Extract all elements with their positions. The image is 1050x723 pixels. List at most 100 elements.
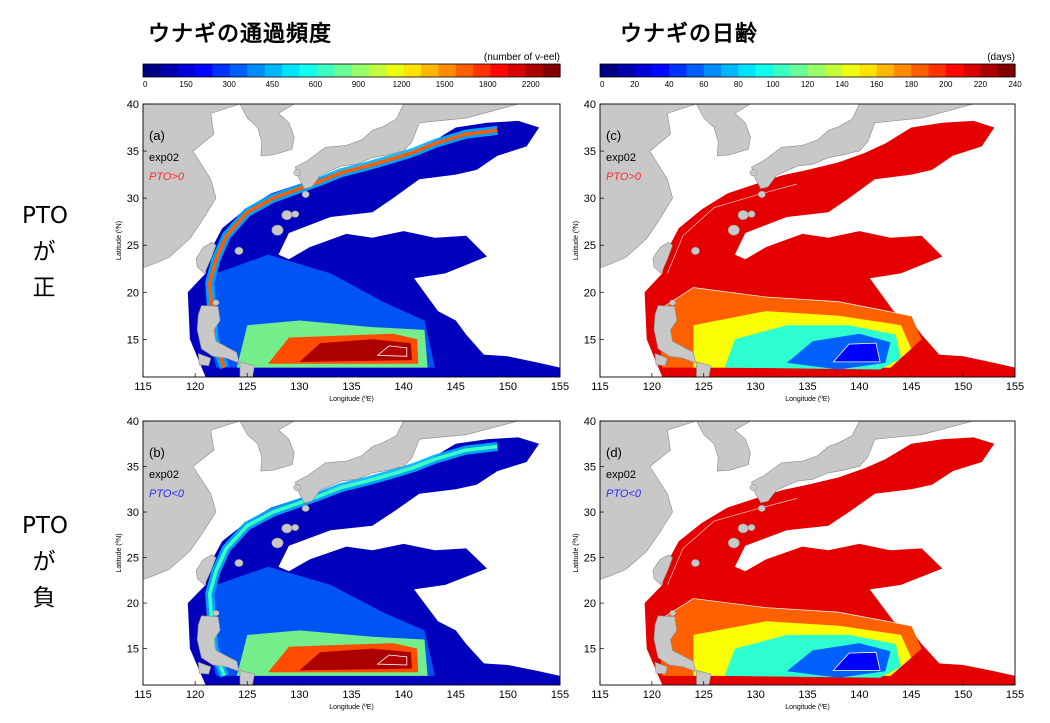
island	[691, 559, 700, 567]
colorbar-0-swatch	[351, 64, 370, 77]
contour-max	[376, 345, 408, 357]
x-tick-label: 125	[238, 689, 256, 701]
island	[234, 559, 244, 567]
island	[212, 610, 220, 617]
colorbar-1-tick-label: 60	[699, 80, 708, 89]
colorbar-0-tick-label: 1200	[393, 80, 411, 89]
colorbar-0-swatch	[195, 64, 214, 77]
kuroshio-path	[207, 444, 498, 677]
y-tick-label: 35	[127, 462, 139, 474]
island	[691, 246, 700, 255]
colorbar-1-frame	[599, 63, 1016, 78]
y-axis-label: Latitude (ºN)	[116, 221, 123, 260]
x-tick-label: 145	[902, 689, 920, 701]
x-tick-label: 150	[954, 381, 972, 393]
y-tick-label: 30	[127, 507, 139, 519]
land-mass	[197, 661, 212, 675]
y-tick-label: 40	[584, 416, 596, 428]
contour-line	[667, 498, 798, 586]
island	[293, 484, 302, 491]
contour-youngest	[832, 651, 881, 671]
colorbar-1-tick-label: 140	[835, 80, 849, 89]
colorbar-0-swatch	[438, 64, 457, 77]
panel-label: (d)	[606, 445, 622, 460]
y-tick-label: 35	[127, 146, 139, 158]
colorbar-1-tick-label: 160	[870, 80, 884, 89]
colorbar-0-swatch	[334, 64, 353, 77]
y-tick-label: 15	[584, 644, 596, 656]
y-tick-label: 25	[127, 553, 139, 565]
x-tick-label: 145	[447, 689, 465, 701]
x-tick-label: 130	[290, 689, 308, 701]
y-tick-label: 20	[584, 598, 596, 610]
contour-line	[656, 598, 912, 627]
column-title-frequency: ウナギの通過頻度	[148, 22, 333, 47]
colorbar-1-swatch	[669, 64, 688, 77]
x-tick-label: 140	[850, 689, 868, 701]
colorbar-1-swatch	[807, 64, 826, 77]
land-mass	[696, 670, 712, 685]
island	[747, 210, 756, 218]
island	[301, 190, 310, 198]
row-label-negative-line2: が	[32, 549, 56, 575]
y-tick-label: 30	[584, 507, 596, 519]
y-tick-label: 40	[127, 416, 139, 428]
x-tick-label: 150	[499, 689, 517, 701]
row-label-negative-line1: PTO	[22, 513, 69, 539]
colorbar-0-swatch	[264, 64, 283, 77]
colorbar-1-tick-label: 220	[974, 80, 988, 89]
x-tick-label: 140	[394, 689, 412, 701]
colorbar-1-tick-label: 20	[630, 80, 639, 89]
colorbar-0-swatch	[386, 64, 405, 77]
y-tick-label: 25	[127, 240, 139, 252]
x-tick-label: 155	[551, 381, 569, 393]
colorbar-1-swatch	[721, 64, 739, 77]
island	[281, 523, 293, 534]
x-axis-label: Longitude (ºE)	[785, 396, 830, 403]
island	[749, 484, 758, 491]
colorbar-0-tick-label: 0	[143, 80, 148, 89]
experiment-label: exp02	[149, 469, 179, 481]
condition-label: PTO<0	[149, 488, 185, 500]
x-tick-label: 150	[954, 689, 972, 701]
colorbar-1-swatch	[859, 64, 878, 77]
colorbar-0-swatch	[212, 64, 231, 77]
x-tick-label: 145	[447, 381, 465, 393]
x-tick-label: 130	[746, 689, 764, 701]
colorbar-0-unit: (number of v-eel)	[484, 52, 560, 63]
land-mass	[653, 615, 696, 672]
colorbar-0-frame	[142, 63, 561, 78]
colorbar-1-tick-label: 100	[766, 80, 780, 89]
kuroshio-path	[207, 128, 498, 369]
x-tick-label: 130	[290, 381, 308, 393]
panel-field	[600, 104, 1015, 377]
colorbar-1-unit: (days)	[987, 52, 1015, 63]
row-label-negative-line3: 負	[32, 585, 56, 611]
island	[737, 523, 749, 534]
y-tick-label: 20	[127, 598, 139, 610]
x-tick-label: 135	[342, 689, 360, 701]
spawning-max	[299, 339, 412, 362]
y-tick-label: 35	[584, 146, 596, 158]
x-tick-label: 135	[798, 381, 816, 393]
panel-field	[600, 421, 1015, 685]
x-tick-label: 115	[134, 689, 152, 701]
colorbar-1-swatch	[911, 64, 930, 77]
land-mass	[696, 361, 712, 377]
colorbar-1-swatch	[997, 64, 1016, 77]
panel-field	[143, 104, 560, 377]
island	[293, 169, 302, 177]
x-tick-label: 115	[134, 381, 152, 393]
row-label-positive-line2: が	[32, 239, 56, 265]
x-tick-label: 125	[695, 381, 713, 393]
colorbar-0-swatch	[229, 64, 248, 77]
colorbar-0-swatch	[177, 64, 196, 77]
colorbar-0: (number of v-eel) 0 150 300 450 600 900 1200 150…	[142, 52, 561, 89]
island	[234, 246, 244, 255]
colorbar-1-swatch	[980, 64, 999, 77]
land-mass	[195, 242, 217, 274]
colorbar-0-swatch	[473, 64, 492, 77]
island	[291, 210, 300, 218]
experiment-label: exp02	[149, 152, 179, 164]
